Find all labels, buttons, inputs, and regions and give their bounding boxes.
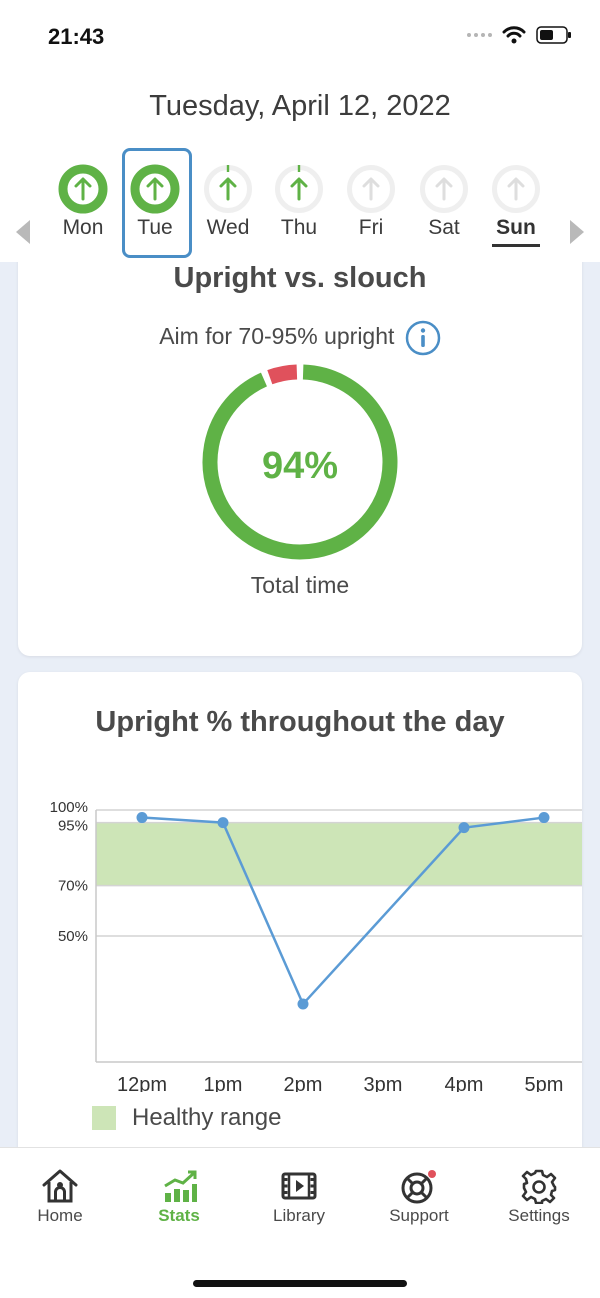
aim-text: Aim for 70-95% upright (159, 323, 395, 350)
upright-donut-chart: 94% (202, 364, 398, 560)
day-label: Wed (206, 216, 250, 239)
selected-day-outline (122, 148, 192, 258)
tab-settings[interactable]: Settings (484, 1168, 594, 1226)
x-tick-label: 4pm (445, 1074, 484, 1092)
next-week-arrow-icon[interactable] (570, 220, 584, 244)
status-time: 21:43 (48, 24, 105, 49)
total-time-label: Total time (250, 572, 350, 598)
day-status-icon (492, 165, 540, 213)
info-icon[interactable] (405, 320, 441, 356)
chart-legend: Healthy range (92, 1104, 281, 1132)
tab-stats[interactable]: Stats (124, 1168, 234, 1226)
y-tick-label: 70% (58, 878, 88, 895)
day-chart-title: Upright % throughout the day (95, 706, 505, 738)
upright-card-title: Upright vs. slouch (173, 262, 427, 294)
y-tick-label: 100% (50, 799, 88, 816)
x-tick-label: 12pm (117, 1074, 167, 1092)
status-bar: 21:43 (0, 0, 600, 72)
tab-support-label: Support (389, 1206, 449, 1225)
day-status-icon (130, 164, 180, 214)
status-icons (467, 26, 572, 44)
notification-dot (428, 1170, 436, 1178)
battery-icon (536, 26, 571, 44)
data-point (217, 817, 229, 829)
day-fri[interactable]: Fri (337, 160, 405, 260)
tab-support[interactable]: Support (364, 1168, 474, 1226)
tab-library-label: Library (273, 1206, 325, 1225)
day-tue[interactable]: Tue (121, 160, 189, 260)
aim-row: Aim for 70-95% upright (18, 320, 582, 356)
stats-icon (164, 1170, 197, 1202)
wifi-icon (502, 26, 526, 44)
day-label: Mon (62, 216, 104, 239)
day-sat[interactable]: Sat (410, 160, 478, 260)
today-underline (492, 244, 540, 247)
tab-library[interactable]: Library (244, 1168, 354, 1226)
home-icon (42, 1169, 78, 1203)
day-chart-card: Upright % throughout the day 100% 95% 70% 5… (18, 672, 582, 1147)
day-thu[interactable]: Thu (265, 160, 333, 260)
day-sun[interactable]: Sun (482, 160, 550, 260)
film-icon (281, 1172, 317, 1200)
y-tick-label: 50% (58, 928, 88, 945)
day-status-icon (347, 165, 395, 213)
day-mon[interactable]: Mon (49, 160, 117, 260)
data-point (136, 812, 148, 824)
data-point (538, 812, 550, 824)
healthy-range-band (96, 822, 582, 886)
gear-icon (521, 1169, 557, 1204)
home-indicator (193, 1280, 407, 1287)
tab-home[interactable]: Home (5, 1168, 115, 1226)
x-tick-label: 3pm (364, 1074, 403, 1092)
tab-settings-label: Settings (508, 1206, 570, 1225)
previous-week-arrow-icon[interactable] (16, 220, 30, 244)
stats-header: Tuesday, April 12, 2022 Mon Tue Wed Thu Fri S… (0, 72, 600, 262)
upright-line-chart: 100% 95% 70% 50% 12pm 1pm 2pm 3pm 4pm 5pm (50, 799, 582, 1092)
day-label: Sat (428, 216, 460, 239)
x-tick-label: 2pm (284, 1074, 323, 1092)
tab-stats-label: Stats (158, 1206, 200, 1225)
cellular-signal-icon (467, 33, 492, 37)
day-status-icon (275, 165, 323, 213)
x-tick-label: 5pm (525, 1074, 564, 1092)
date-title: Tuesday, April 12, 2022 (149, 90, 451, 122)
stats-content[interactable]: Upright vs. slouch Aim for 70-95% uprigh… (0, 262, 600, 1147)
data-point (297, 998, 309, 1010)
day-status-icon (204, 165, 252, 213)
tab-home-label: Home (37, 1206, 83, 1225)
upright-card: Upright vs. slouch Aim for 70-95% uprigh… (18, 262, 582, 656)
lifebuoy-icon (401, 1170, 436, 1204)
day-label: Thu (280, 216, 318, 239)
x-tick-label: 1pm (204, 1074, 243, 1092)
slouch-arc (267, 364, 298, 385)
upright-percent: 94% (262, 445, 338, 487)
day-label: Sun (496, 216, 536, 239)
tab-bar: Home Stats Library Support (0, 1147, 600, 1298)
day-status-icon (58, 164, 108, 214)
day-label: Tue (137, 216, 173, 239)
day-status-icon (420, 165, 468, 213)
day-label: Fri (358, 216, 384, 239)
y-tick-label: 95% (58, 818, 88, 835)
upright-arc (202, 364, 398, 560)
healthy-range-swatch (92, 1106, 116, 1130)
healthy-range-label: Healthy range (132, 1104, 282, 1131)
day-wed[interactable]: Wed (194, 160, 262, 260)
data-point (458, 822, 470, 834)
